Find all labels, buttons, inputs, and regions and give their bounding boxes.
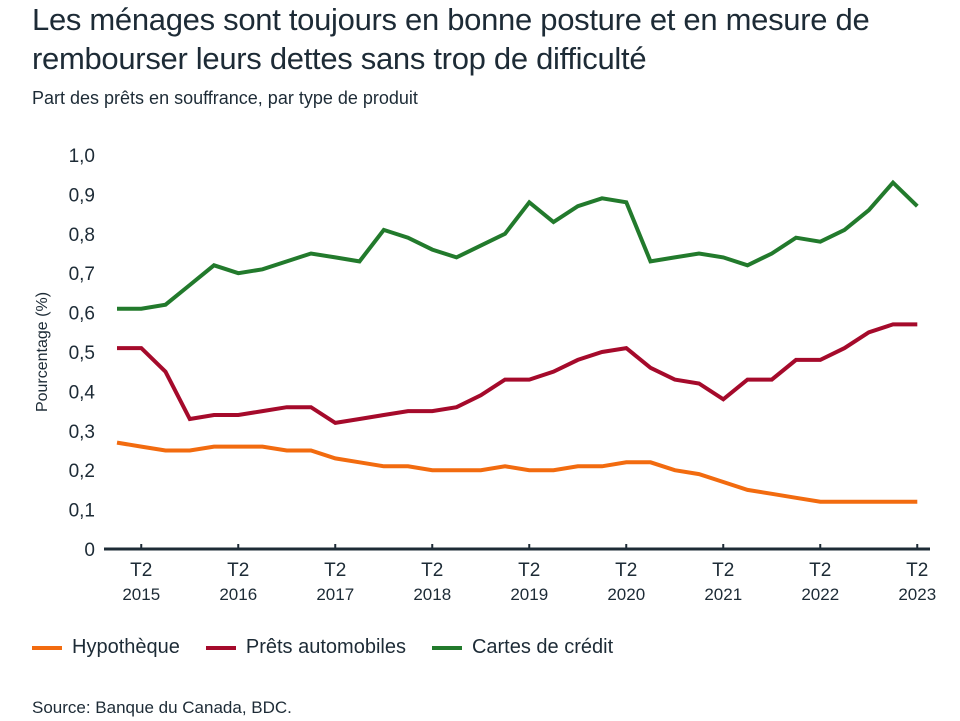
source-note: Source: Banque du Canada, BDC. xyxy=(32,698,292,717)
x-tick-label-year: 2021 xyxy=(704,585,742,604)
legend-swatch-prets-automobiles xyxy=(205,645,236,650)
x-tick-label-year: 2016 xyxy=(219,585,257,604)
x-tick-label-quarter: T2 xyxy=(809,560,831,581)
x-tick-label-quarter: T2 xyxy=(227,560,249,581)
line-chart: 0 0,1 0,2 0,3 0,4 0,5 0,6 0,7 0,8 0,9 1,0 Pourcent… xyxy=(34,146,936,604)
y-tick-label: 0,3 xyxy=(69,422,95,443)
x-axis: T2 2015 T2 2016 T2 2017 T2 2018 T2 2019 T2 2020 T2 20… xyxy=(104,544,936,604)
chart-subtitle: Part des prêts en souffrance, par type d… xyxy=(32,88,418,108)
x-tick-label-year: 2022 xyxy=(801,585,839,604)
y-axis: 0 0,1 0,2 0,3 0,4 0,5 0,6 0,7 0,8 0,9 1,0 xyxy=(69,146,96,561)
series-line-prets-automobiles xyxy=(117,322,918,425)
legend-item-prets-automobiles: Prêts automobiles xyxy=(205,636,406,659)
x-tick-label-year: 2018 xyxy=(413,585,451,604)
x-tick-label-quarter: T2 xyxy=(615,560,637,581)
x-tick-label-year: 2019 xyxy=(510,585,548,604)
y-tick-label: 0,2 xyxy=(69,461,95,482)
y-axis-title: Pourcentage (%) xyxy=(34,292,51,412)
y-tick-label: 0,7 xyxy=(69,264,95,285)
legend-label-prets-automobiles: Prêts automobiles xyxy=(245,636,406,658)
x-tick-label-quarter: T2 xyxy=(130,560,152,581)
legend-item-hypotheque: Hypothèque xyxy=(32,636,180,659)
series-line-hypotheque xyxy=(116,440,918,504)
series-layer xyxy=(116,179,919,504)
x-tick-label-quarter: T2 xyxy=(712,560,734,581)
y-tick-label: 0 xyxy=(84,540,95,561)
y-tick-label: 0,8 xyxy=(69,225,95,246)
legend-label-hypotheque: Hypothèque xyxy=(72,636,180,658)
legend-swatch-hypotheque xyxy=(32,645,62,650)
series-line-cartes-de-credit xyxy=(117,179,919,311)
legend: Hypothèque Prêts automobiles Cartes de c… xyxy=(32,636,639,659)
chart-title: Les ménages sont toujours en bonne postu… xyxy=(32,2,870,76)
legend-item-cartes-de-credit: Cartes de crédit xyxy=(431,636,614,659)
x-tick-label-quarter: T2 xyxy=(324,560,346,581)
x-tick-label-year: 2017 xyxy=(316,585,354,604)
y-tick-label: 0,1 xyxy=(69,501,95,522)
y-tick-label: 0,5 xyxy=(69,343,95,364)
y-tick-label: 0,9 xyxy=(69,185,95,206)
legend-swatch-cartes-de-credit xyxy=(431,645,462,650)
x-tick-label-quarter: T2 xyxy=(421,560,443,581)
y-tick-label: 0,6 xyxy=(69,304,95,325)
x-tick-label-year: 2015 xyxy=(122,585,160,604)
legend-label-cartes-de-credit: Cartes de crédit xyxy=(471,636,614,658)
x-tick-label-year: 2020 xyxy=(607,585,645,604)
y-tick-label: 1,0 xyxy=(69,146,95,167)
x-tick-label-quarter: T2 xyxy=(518,560,540,581)
x-tick-label-quarter: T2 xyxy=(906,560,928,581)
y-tick-label: 0,4 xyxy=(69,382,96,403)
x-tick-label-year: 2023 xyxy=(898,585,936,604)
